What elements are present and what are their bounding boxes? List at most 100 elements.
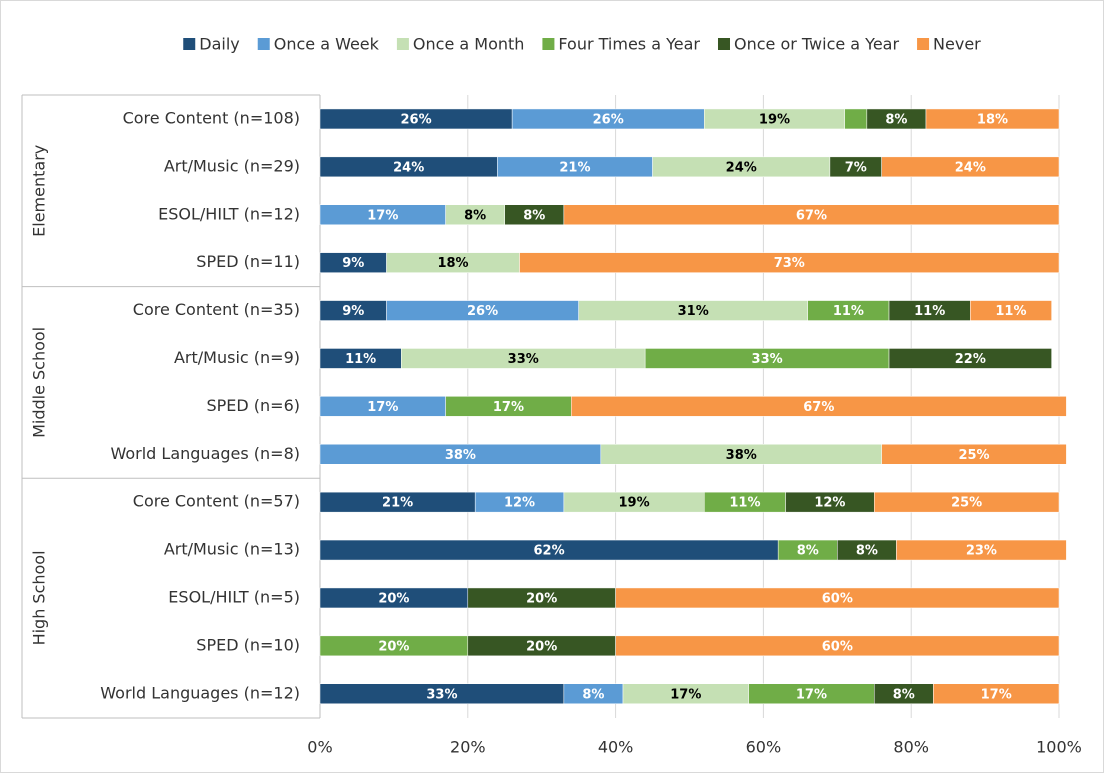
bar-segment: [519, 252, 1060, 273]
data-label: 9%: [342, 256, 364, 271]
data-label: 17%: [670, 687, 701, 702]
data-label: 24%: [393, 160, 424, 175]
data-label: 8%: [885, 112, 907, 127]
bar-segment: [571, 396, 1067, 417]
data-label: 19%: [759, 112, 790, 127]
data-label: 26%: [467, 304, 498, 319]
data-label: 20%: [378, 591, 409, 606]
x-tick-label: 60%: [746, 738, 782, 757]
group-label: Elementary: [30, 145, 49, 237]
data-label: 11%: [729, 496, 760, 511]
legend-label: Once a Week: [274, 35, 380, 54]
bar-segment: [563, 204, 1060, 225]
x-tick-label: 0%: [307, 738, 332, 757]
data-label: 17%: [981, 687, 1012, 702]
data-label: 20%: [378, 639, 409, 654]
legend-swatch: [257, 38, 270, 50]
legend: Daily Once a Week Once a Month Four Times a…: [183, 35, 981, 54]
data-label: 12%: [814, 496, 845, 511]
y-tick-label: Core Content (n=108): [123, 108, 300, 127]
y-tick-label: Art/Music (n=13): [164, 540, 300, 559]
data-label: 60%: [822, 639, 853, 654]
data-label: 67%: [803, 400, 834, 415]
data-label: 17%: [493, 400, 524, 415]
bar-segment: [881, 156, 1060, 178]
bar-segment: [925, 108, 1060, 130]
y-tick-label: Art/Music (n=29): [164, 156, 300, 175]
legend-label: Once a Month: [413, 35, 525, 54]
bar-segment: [896, 539, 1067, 561]
data-label: 21%: [382, 496, 413, 511]
data-label: 25%: [958, 448, 989, 463]
data-label: 8%: [582, 687, 604, 702]
data-label: 8%: [523, 208, 545, 223]
bar-segment: [844, 108, 868, 130]
data-label: 24%: [726, 160, 757, 175]
legend-swatch: [396, 38, 409, 50]
data-label: 22%: [955, 352, 986, 367]
legend-label: Daily: [199, 35, 239, 54]
data-label: 21%: [559, 160, 590, 175]
data-label: 60%: [822, 591, 853, 606]
bar-segment: [933, 683, 1060, 704]
bar-segment: [970, 300, 1052, 321]
data-label: 33%: [508, 352, 539, 367]
data-label: 20%: [526, 639, 557, 654]
data-label: 8%: [893, 687, 915, 702]
data-label: 26%: [401, 112, 432, 127]
bar-segment: [615, 635, 1060, 657]
y-tick-label: ESOL/HILT (n=5): [168, 587, 300, 606]
data-label: 38%: [726, 448, 757, 463]
data-label: 12%: [504, 496, 535, 511]
y-tick-label: ESOL/HILT (n=12): [158, 204, 300, 223]
data-label: 11%: [345, 352, 376, 367]
data-label: 20%: [526, 591, 557, 606]
bar-segment: [888, 348, 1052, 369]
y-tick-label: World Languages (n=8): [110, 444, 300, 463]
data-label: 33%: [426, 687, 457, 702]
data-label: 67%: [796, 208, 827, 223]
legend-swatch: [183, 38, 196, 50]
data-label: 11%: [995, 304, 1026, 319]
legend-label: Four Times a Year: [558, 35, 700, 54]
legend-label: Once or Twice a Year: [734, 35, 899, 54]
x-tick-label: 40%: [598, 738, 634, 757]
data-label: 11%: [914, 304, 945, 319]
x-tick-label: 80%: [893, 738, 929, 757]
data-label: 26%: [593, 112, 624, 127]
data-label: 19%: [619, 496, 650, 511]
data-label: 8%: [856, 544, 878, 559]
y-tick-label: SPED (n=11): [196, 252, 300, 271]
data-label: 17%: [367, 400, 398, 415]
data-label: 17%: [796, 687, 827, 702]
data-label: 25%: [951, 496, 982, 511]
data-label: 73%: [774, 256, 805, 271]
legend-swatch: [717, 38, 730, 50]
bar-segment: [874, 491, 1060, 513]
data-label: 23%: [966, 544, 997, 559]
data-label: 33%: [752, 352, 783, 367]
data-label: 9%: [342, 304, 364, 319]
y-tick-label: World Languages (n=12): [100, 683, 300, 702]
data-label: 24%: [955, 160, 986, 175]
data-label: 31%: [678, 304, 709, 319]
bar-segment: [615, 587, 1060, 609]
data-label: 8%: [464, 208, 486, 223]
data-label: 18%: [977, 112, 1008, 127]
legend-label: Never: [933, 35, 981, 54]
group-label: Middle School: [30, 327, 49, 438]
data-label: 18%: [437, 256, 468, 271]
data-label: 62%: [534, 544, 565, 559]
bar-segment: [881, 444, 1067, 465]
data-label: 11%: [833, 304, 864, 319]
group-label: High School: [30, 550, 49, 645]
y-tick-label: Art/Music (n=9): [174, 348, 300, 367]
legend-swatch: [917, 38, 930, 50]
y-tick-label: SPED (n=6): [206, 396, 300, 415]
legend-swatch: [542, 38, 555, 50]
y-tick-label: SPED (n=10): [196, 635, 300, 654]
y-tick-label: Core Content (n=35): [133, 300, 300, 319]
x-tick-label: 20%: [450, 738, 486, 757]
data-label: 7%: [845, 160, 867, 175]
